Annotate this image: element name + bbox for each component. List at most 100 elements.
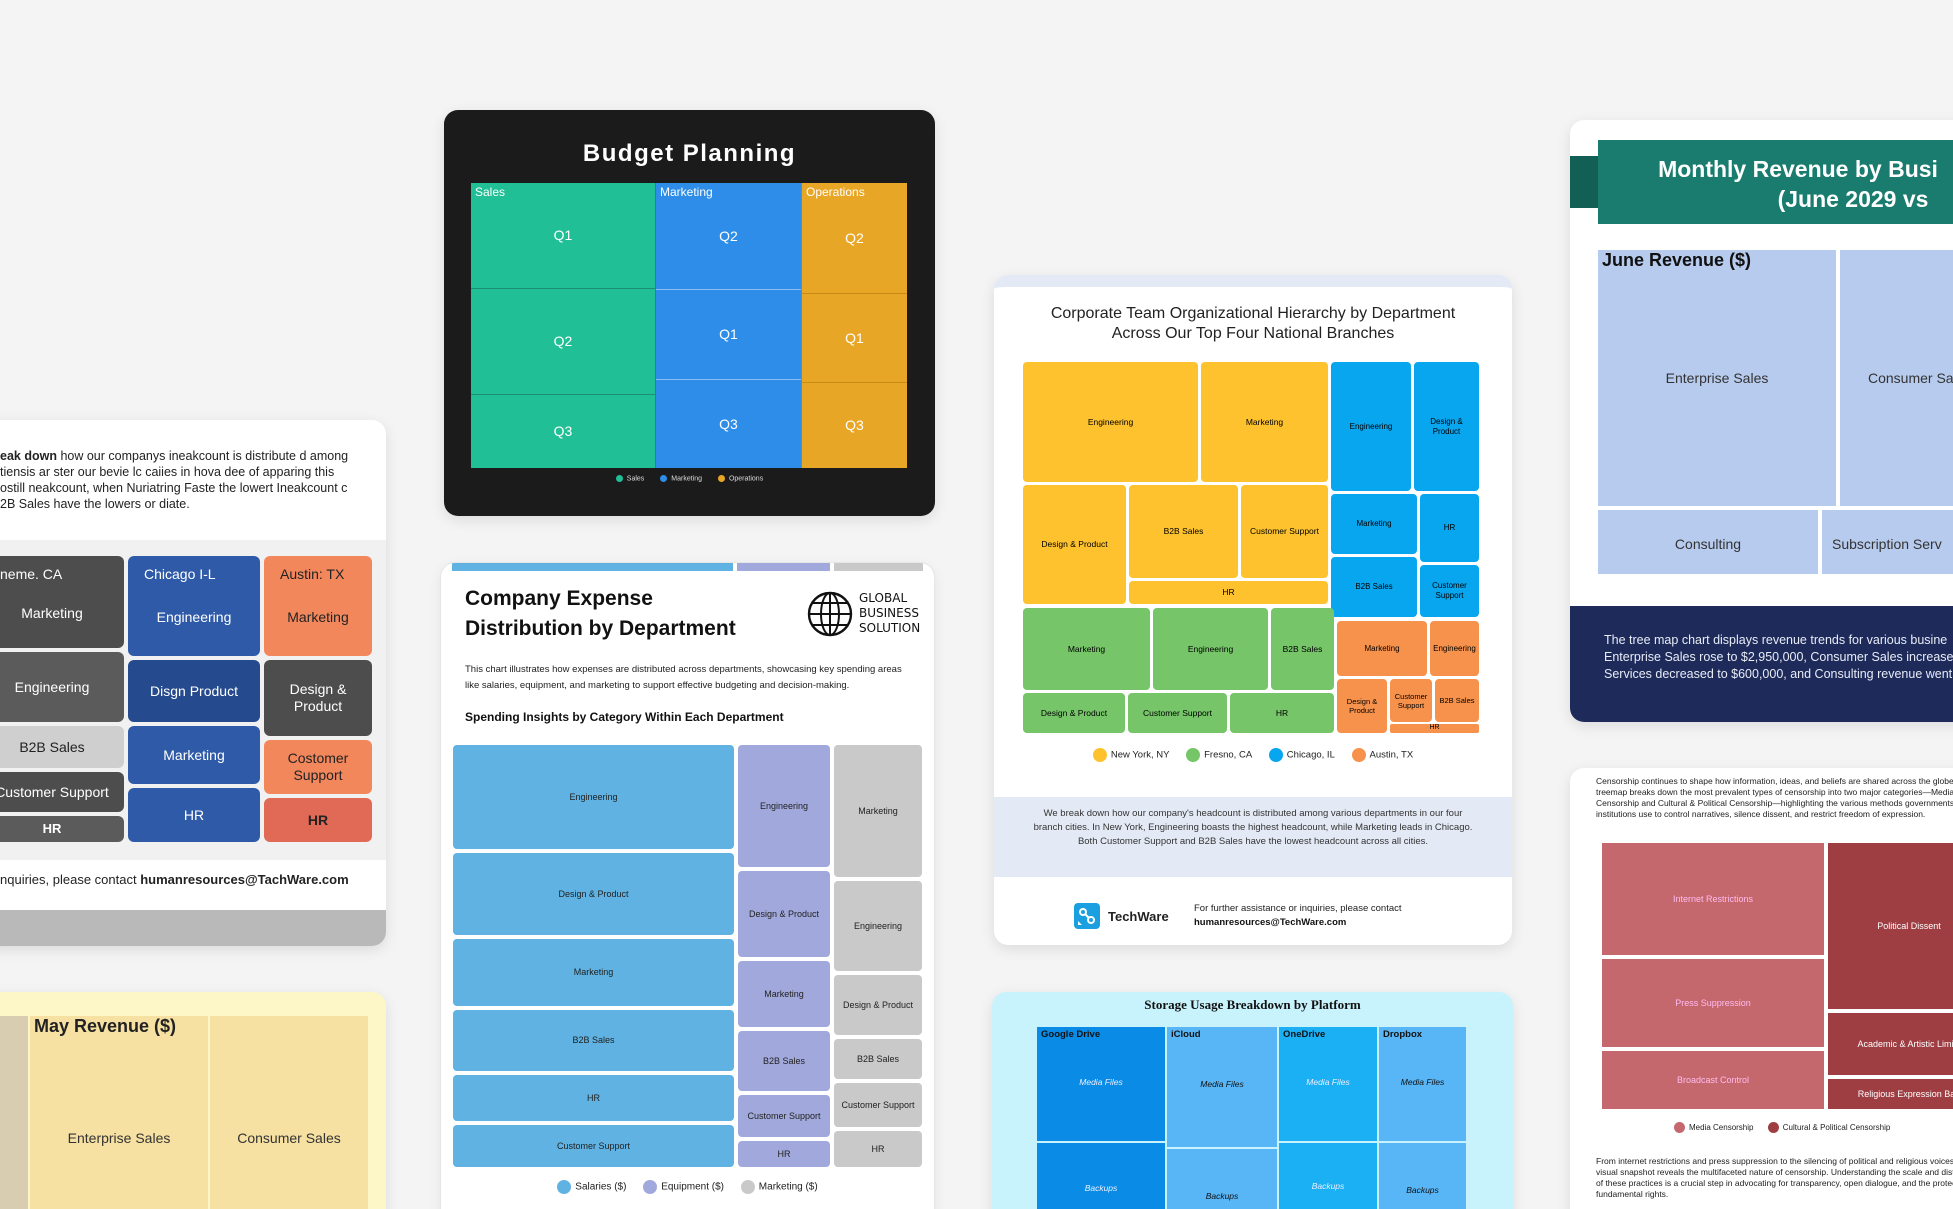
treemap-cell: Press Suppression — [1602, 959, 1824, 1047]
treemap-cell: HR — [1230, 693, 1334, 733]
treemap-cell: Marketing — [128, 726, 260, 784]
treemap-cell: Dropbox Media Files — [1379, 1027, 1466, 1141]
contact-email-link[interactable]: humanresources@TechWare.com — [1194, 917, 1347, 928]
treemap-cell: HR — [1420, 494, 1479, 562]
revenue-footer — [1570, 606, 1953, 722]
expense-description: This chart illustrates how expenses are … — [465, 664, 902, 691]
corporate-hierarchy-card[interactable]: Corporate Team Organizational Hierarchy … — [994, 275, 1512, 945]
treemap-cell — [1822, 510, 1953, 574]
contact-line: nquiries, please contact humanresources@… — [0, 872, 349, 887]
header-accent — [1570, 156, 1600, 208]
cell-label: Consulting — [1674, 536, 1742, 552]
treemap-cell: B2B Sales — [834, 1039, 922, 1079]
treemap-cell: B2B Sales — [1331, 557, 1417, 617]
budget-planning-card[interactable]: Budget Planning Sales Q1 Q2 Q3 Marketing… — [444, 110, 935, 516]
treemap-cell: Backups — [1167, 1149, 1277, 1209]
revenue-footer-text: The tree map chart displays revenue tren… — [1604, 633, 1953, 681]
treemap-cell: Engineering — [0, 652, 124, 722]
legend-item: Media Censorship — [1674, 1122, 1753, 1133]
top-stripe — [834, 563, 923, 571]
treemap-cell: B2B Sales — [453, 1010, 734, 1071]
treemap-cell: HR — [453, 1075, 734, 1121]
revenue-title: Monthly Revenue by Busi (June 2029 vs — [1658, 156, 1938, 212]
treemap-cell: B2B Sales — [0, 726, 124, 768]
legend-item: Cultural & Political Censorship — [1767, 1122, 1890, 1133]
treemap-cell: Customer Support — [1128, 693, 1227, 733]
treemap-cell: HR — [128, 788, 260, 842]
treemap-cell: Marketing — [738, 961, 830, 1027]
treemap-cell: Costomer Support — [264, 740, 372, 794]
treemap-cell: Google Drive Media Files — [1037, 1027, 1165, 1141]
treemap-cell: HR — [264, 798, 372, 842]
treemap-cell: Marketing — [453, 939, 734, 1006]
legend-item: Marketing ($) — [740, 1180, 818, 1194]
treemap-cell: Customer Support — [1241, 485, 1328, 578]
treemap-cell: Engineering — [1153, 608, 1268, 690]
intro-bold: eak down — [0, 449, 57, 463]
expense-title: Company Expense Distribution by Departme… — [465, 587, 736, 640]
techware-brand: TechWare — [1108, 909, 1169, 924]
treemap-cell-marketing-q2: Marketing Q2 — [656, 183, 801, 290]
globe-icon — [807, 591, 853, 637]
treemap-cell: Engineering — [834, 881, 922, 971]
cell-label: Subscription Serv — [1832, 536, 1942, 552]
treemap-cell: Marketing — [834, 745, 922, 877]
company-expense-card[interactable]: Company Expense Distribution by Departme… — [441, 563, 934, 1209]
treemap-cell: Engineering — [738, 745, 830, 867]
treemap-cell: neme. CA Marketing — [0, 556, 124, 648]
treemap-cell: Political Dissent — [1828, 843, 1953, 1009]
treemap-cell: Design & Product — [738, 871, 830, 957]
treemap-cell — [1840, 250, 1953, 506]
treemap-cell: Chicago I-L Engineering — [128, 556, 260, 656]
treemap-cell: Design & Product — [264, 660, 372, 736]
may-revenue-card[interactable]: May Revenue ($) Enterprise Sales Consume… — [0, 992, 386, 1209]
legend-item: Sales — [615, 475, 644, 482]
storage-title: Storage Usage Breakdown by Platform — [1144, 997, 1361, 1012]
hierarchy-template-card-left[interactable]: eak down how our companys ineakcount is … — [0, 420, 386, 946]
censorship-card[interactable]: Censorship continues to shape how inform… — [1570, 768, 1953, 1209]
treemap-cell: Marketing — [1023, 608, 1150, 690]
cell-label: Consumer Sales — [237, 1130, 341, 1146]
treemap-cell: Customer Support — [738, 1095, 830, 1137]
treemap-cell: Marketing — [1201, 362, 1328, 482]
treemap-cell: Design & Product — [1023, 485, 1126, 604]
revenue-header — [1598, 140, 1953, 224]
budget-legend: Sales Marketing Operations — [444, 475, 935, 482]
censor-intro: Censorship continues to shape how inform… — [1596, 776, 1953, 819]
treemap-cell-sales-q1: Sales Q1 — [471, 183, 656, 289]
hierarchy-description-panel — [994, 797, 1512, 877]
june-revenue-title: June Revenue ($) — [1602, 250, 1752, 270]
hierarchy-legend: New York, NY Fresno, CA Chicago, IL Aust… — [994, 748, 1512, 762]
treemap-cell: Engineering — [1023, 362, 1198, 482]
expense-legend: Salaries ($) Equipment ($) Marketing ($) — [441, 1180, 934, 1194]
legend-item: Salaries ($) — [557, 1180, 626, 1194]
treemap-cell: Customer Support — [834, 1083, 922, 1127]
treemap-cell: Design & Product — [834, 975, 922, 1035]
treemap-cell: Religious Expression Ban — [1828, 1079, 1953, 1109]
legend-item: Fresno, CA — [1186, 748, 1252, 762]
treemap-cell: Customer Support — [1390, 679, 1432, 722]
treemap-cell: Customer Support — [0, 772, 124, 812]
treemap-cell: Academic & Artistic Limits — [1828, 1013, 1953, 1075]
hierarchy-description: We break down how our company's headcoun… — [1033, 808, 1473, 847]
treemap-cell: Customer Support — [453, 1125, 734, 1167]
treemap-cell-marketing-q1: Q1 — [656, 290, 801, 380]
treemap-cell: Design & Product — [1414, 362, 1479, 491]
treemap-cell: Design & Product — [1023, 693, 1125, 733]
treemap-cell: Design & Product — [1337, 679, 1387, 733]
cell-label: Consumer Sa — [1868, 370, 1953, 386]
legend-item: Marketing — [660, 475, 702, 482]
contact-text: For further assistance or inquiries, ple… — [1194, 903, 1402, 914]
treemap-cell: Design & Product — [453, 853, 734, 935]
treemap-cell — [1598, 510, 1818, 574]
treemap-cell-operations-q1: Q1 — [801, 294, 907, 383]
legend-item: Chicago, IL — [1268, 748, 1335, 762]
monthly-revenue-card[interactable]: Monthly Revenue by Busi (June 2029 vs Ju… — [1570, 120, 1953, 722]
treemap-cell: Disgn Product — [128, 660, 260, 722]
treemap-cell — [1598, 250, 1836, 506]
techware-logo-icon — [1074, 903, 1100, 929]
storage-usage-card[interactable]: Storage Usage Breakdown by Platform Goog… — [992, 992, 1513, 1209]
treemap-cell: HR — [738, 1141, 830, 1167]
treemap-cell: B2B Sales — [1435, 679, 1479, 722]
top-stripe — [452, 563, 733, 571]
